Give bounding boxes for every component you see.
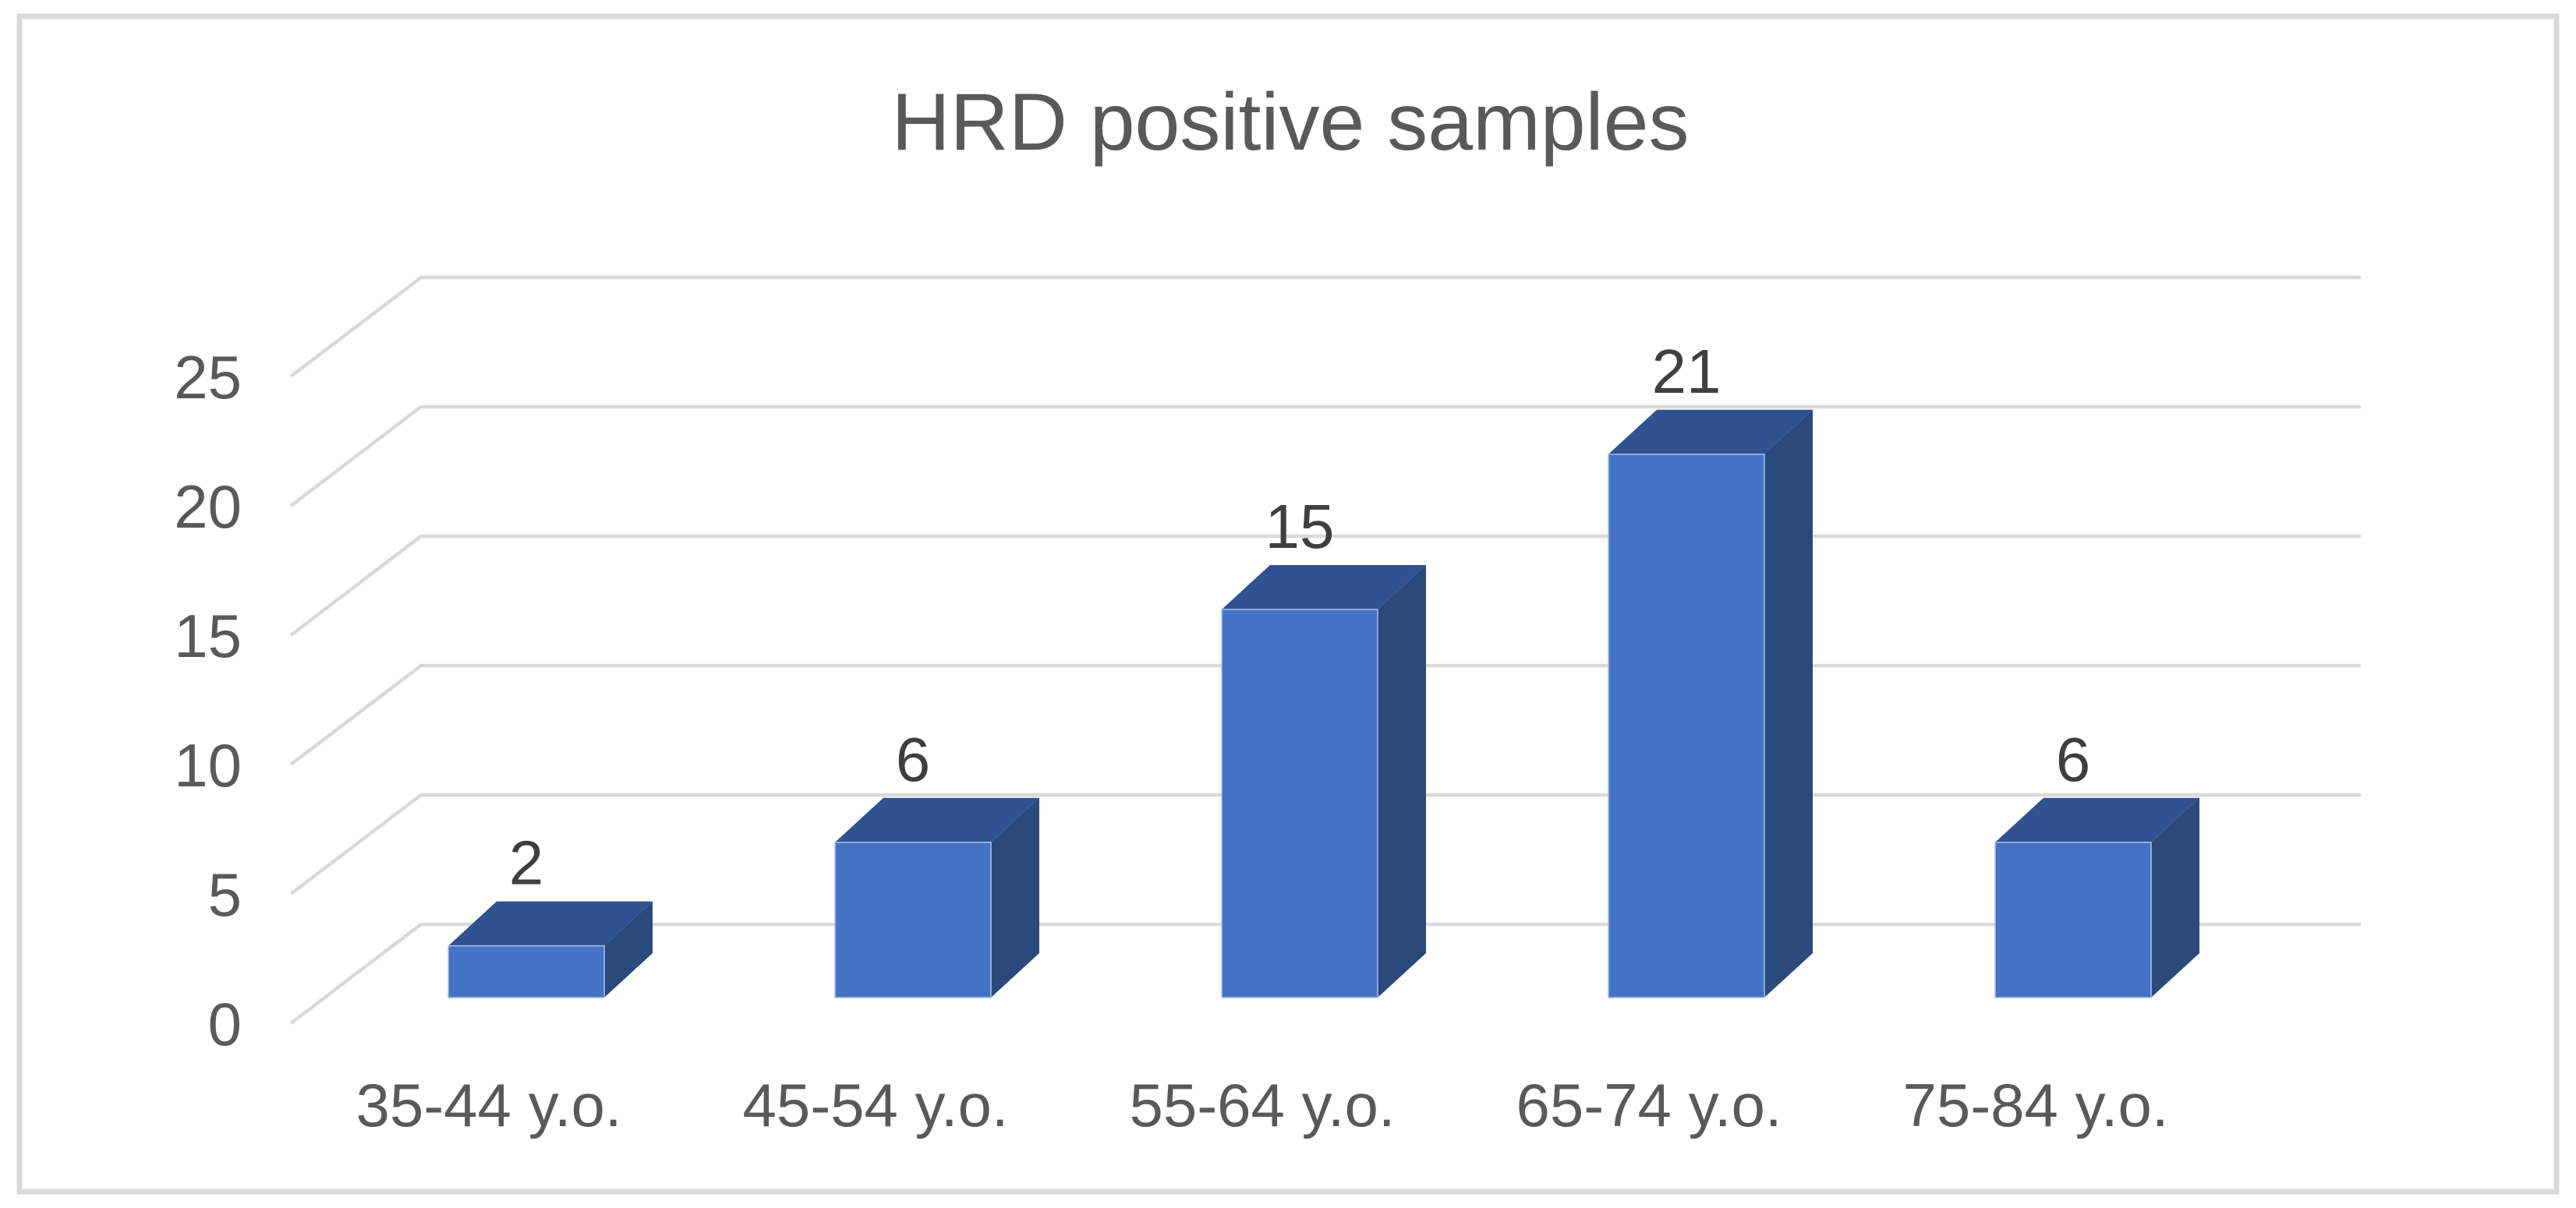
bar-side-face [1378, 565, 1426, 998]
bar-front-face [834, 842, 992, 998]
bar-data-label: 21 [1652, 337, 1721, 406]
bar-side-face [991, 797, 1039, 998]
bar-top-face [448, 901, 653, 946]
bar-data-label: 15 [1265, 492, 1335, 561]
bar-side-face [2151, 797, 2199, 998]
bar-top-face [1222, 565, 1426, 609]
bar-side-face [1764, 409, 1813, 998]
x-axis-category-label: 35-44 y.o. [356, 1071, 621, 1139]
labels-layer: 0 5 10 15 20 25 2 35-44 y.o. 6 45-54 y.o. 15 55-64 … [174, 337, 2168, 1139]
x-axis-category-label: 75-84 y.o. [1902, 1071, 2168, 1139]
bar-data-label: 6 [2056, 725, 2091, 794]
bar-data-label: 2 [509, 828, 544, 898]
y-axis-tick-label: 0 [208, 990, 242, 1058]
y-axis-tick-label: 15 [174, 602, 242, 670]
bar-front-face [1994, 842, 2152, 998]
gridline [289, 404, 2361, 507]
gridline [289, 275, 2361, 378]
x-axis-category-label: 65-74 y.o. [1516, 1071, 1782, 1139]
y-axis-tick-label: 20 [174, 472, 242, 541]
y-axis-tick-label: 5 [208, 860, 242, 929]
bar-top-face [835, 797, 1039, 842]
chart-frame-border [16, 13, 2560, 1195]
bar-data-label: 6 [896, 725, 931, 794]
bar-side-face [604, 901, 653, 998]
y-axis-tick-label: 10 [174, 731, 242, 800]
bar-top-face [1995, 797, 2199, 842]
bar-top-face [1608, 409, 1813, 454]
bar-front-face [1221, 609, 1378, 998]
chart-title: HRD positive samples [892, 77, 1690, 168]
bars-layer [448, 409, 2199, 998]
bar-front-face [448, 945, 605, 998]
x-axis-category-label: 55-64 y.o. [1129, 1071, 1395, 1139]
bar-front-face [1608, 454, 1765, 998]
y-axis-tick-label: 25 [174, 343, 242, 411]
x-axis-category-label: 45-54 y.o. [742, 1071, 1008, 1139]
